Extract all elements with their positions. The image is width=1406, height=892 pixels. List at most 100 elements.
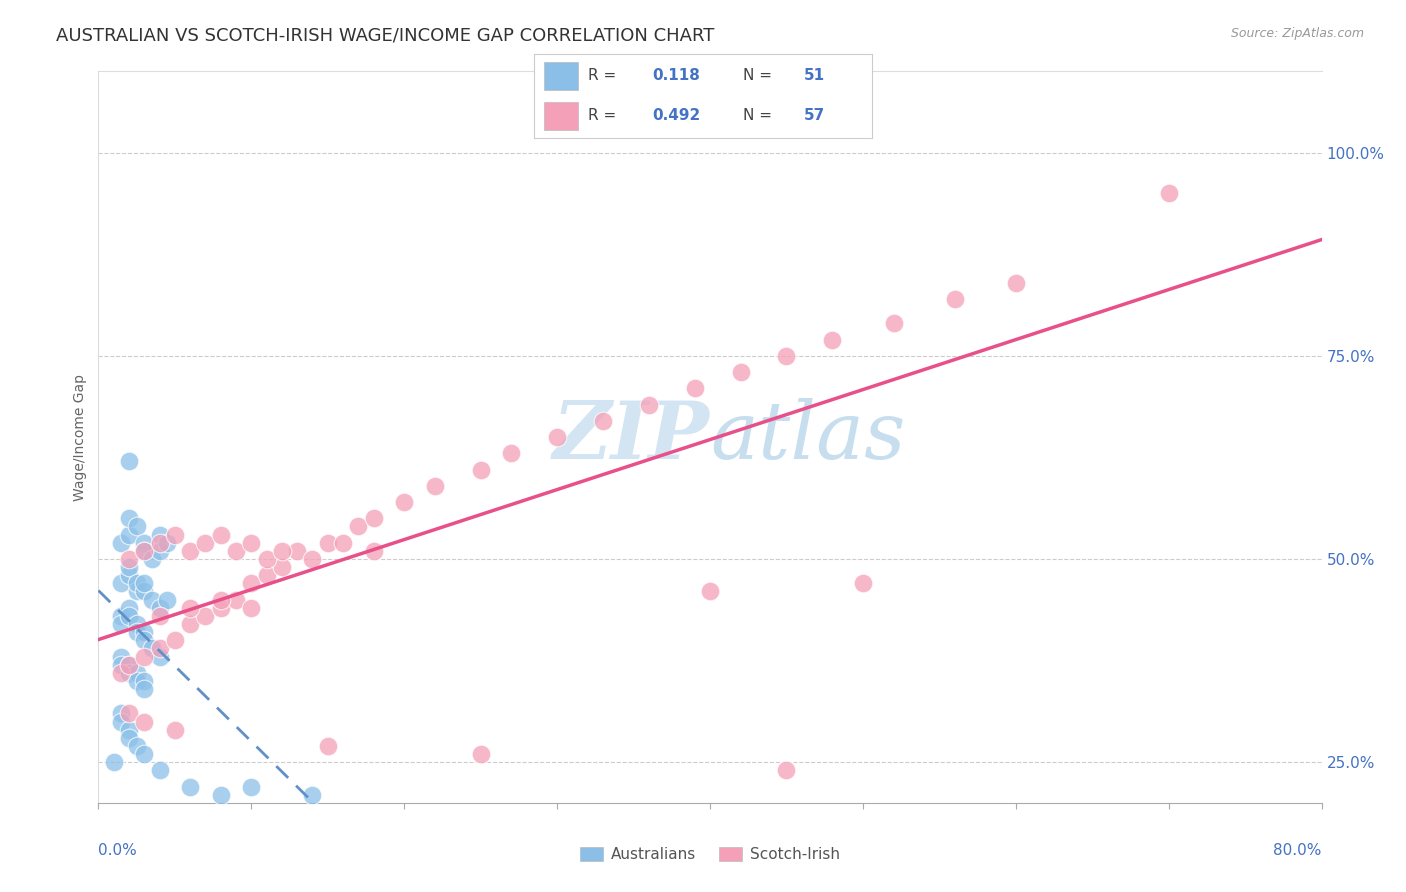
Point [156,592,179,607]
Point [134,714,156,729]
Point [821,333,844,347]
Point [546,430,568,444]
Point [163,527,186,541]
Point [256,568,278,582]
Point [270,544,294,558]
Point [775,349,797,363]
Point [149,600,172,615]
Point [1157,186,1180,201]
Text: AUSTRALIAN VS SCOTCH-IRISH WAGE/INCOME GAP CORRELATION CHART: AUSTRALIAN VS SCOTCH-IRISH WAGE/INCOME G… [56,27,714,45]
Point [149,535,172,549]
Point [134,681,156,696]
Point [179,617,201,632]
Text: 0.0%: 0.0% [98,843,138,858]
Point [134,544,156,558]
Point [316,535,339,549]
Text: atlas: atlas [710,399,905,475]
Point [163,723,186,737]
Point [285,544,308,558]
Point [347,519,370,533]
Bar [544,62,578,90]
Point [149,527,172,541]
Point [110,576,132,591]
Point [110,617,132,632]
Point [683,381,706,395]
Y-axis label: Wage/Income Gap: Wage/Income Gap [73,374,87,500]
Point [110,714,132,729]
Point [149,764,172,778]
Point [125,617,148,632]
Point [179,544,201,558]
Point [209,592,232,607]
Point [125,665,148,680]
Point [110,657,132,672]
Point [1004,276,1026,290]
Point [118,527,141,541]
Point [134,584,156,599]
Point [156,535,179,549]
Point [194,608,217,623]
Point [270,560,294,574]
Point [125,739,148,753]
Text: 51: 51 [804,69,825,84]
Text: 80.0%: 80.0% [1274,843,1322,858]
Point [110,649,132,664]
Text: R =: R = [588,69,621,84]
Point [149,641,172,656]
Point [638,398,661,412]
Point [163,633,186,648]
Point [103,755,125,769]
Point [118,454,141,468]
Point [125,576,148,591]
Point [118,723,141,737]
Point [118,657,141,672]
Point [118,706,141,721]
Point [125,625,148,640]
Point [110,706,132,721]
Point [301,788,323,802]
Text: 57: 57 [804,108,825,123]
Point [134,535,156,549]
Point [125,584,148,599]
Text: N =: N = [744,69,778,84]
Text: 0.118: 0.118 [652,69,700,84]
Point [125,673,148,688]
Point [134,673,156,688]
Point [470,462,492,476]
Point [118,552,141,566]
Point [470,747,492,761]
Point [134,649,156,664]
Legend: Australians, Scotch-Irish: Australians, Scotch-Irish [574,840,846,868]
Point [194,535,217,549]
Point [209,600,232,615]
Point [110,608,132,623]
Point [179,780,201,794]
Point [141,592,163,607]
Text: 0.492: 0.492 [652,108,700,123]
Point [363,511,385,525]
Text: ZIP: ZIP [553,399,710,475]
Point [209,527,232,541]
Point [125,519,148,533]
Point [118,568,141,582]
Point [240,576,263,591]
Point [363,544,385,558]
Point [118,657,141,672]
Point [118,600,141,615]
Point [225,592,247,607]
Point [730,365,752,379]
Point [118,511,141,525]
Point [149,649,172,664]
Point [179,600,201,615]
Point [392,495,416,509]
Point [134,747,156,761]
Point [134,576,156,591]
Point [134,633,156,648]
Point [316,739,339,753]
Point [134,544,156,558]
Point [423,479,446,493]
Point [332,535,354,549]
Point [134,625,156,640]
Point [141,641,163,656]
Point [110,535,132,549]
